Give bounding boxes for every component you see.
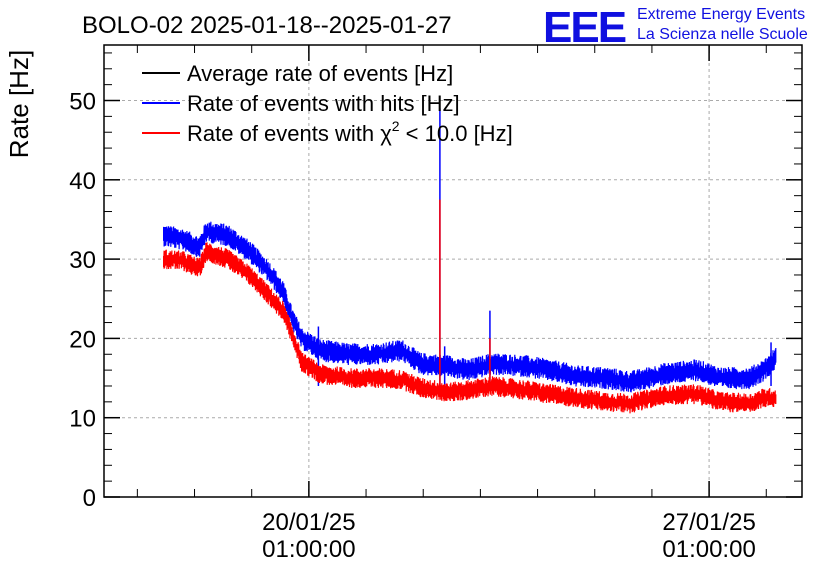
axes: 0102030405020/01/2501:00:0027/01/2501:00… — [69, 45, 802, 563]
x-tick-label-time: 01:00:00 — [262, 536, 355, 563]
y-tick-label: 0 — [83, 485, 96, 512]
org-name: Extreme Energy Events — [637, 6, 805, 23]
y-tick-label: 10 — [69, 406, 96, 433]
legend: Average rate of events [Hz] Rate of even… — [142, 61, 513, 146]
x-tick-label-time: 01:00:00 — [662, 536, 755, 563]
y-tick-label: 20 — [69, 326, 96, 353]
org-subtitle: La Scienza nelle Scuole — [637, 26, 808, 43]
y-tick-label: 30 — [69, 247, 96, 274]
page-title: BOLO-02 2025-01-18--2025-01-27 — [82, 12, 452, 39]
x-tick-label-date: 27/01/25 — [662, 509, 755, 536]
legend-label-chi2: Rate of events with χ2 < 10.0 [Hz] — [187, 118, 513, 146]
grid-lines — [104, 45, 802, 497]
y-axis-label: Rate [Hz] — [4, 50, 34, 158]
legend-label-average: Average rate of events [Hz] — [187, 61, 453, 86]
y-tick-label: 50 — [69, 89, 96, 116]
y-tick-label: 40 — [69, 168, 96, 195]
series-layer — [163, 108, 777, 414]
plot-frame — [103, 44, 803, 498]
eee-logo: EEE — [543, 3, 626, 52]
series-line-2 — [163, 242, 777, 414]
series-line-1 — [163, 221, 777, 393]
legend-label-hits: Rate of events with hits [Hz] — [187, 91, 460, 116]
x-tick-label-date: 20/01/25 — [262, 509, 355, 536]
